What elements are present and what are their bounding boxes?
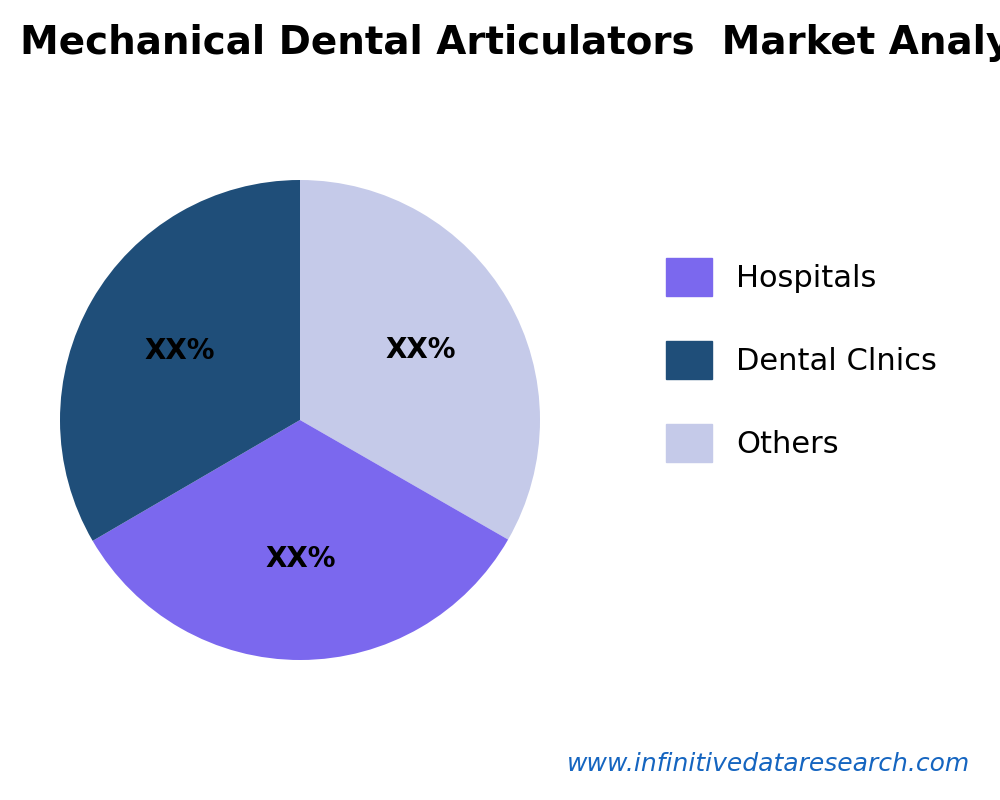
- Wedge shape: [300, 180, 540, 539]
- Text: XX%: XX%: [265, 545, 336, 573]
- Wedge shape: [60, 180, 300, 541]
- Text: www.infinitivedataresearch.com: www.infinitivedataresearch.com: [567, 752, 970, 776]
- Text: Mechanical Dental Articulators  Market Analysis By: Mechanical Dental Articulators Market An…: [20, 24, 1000, 62]
- Wedge shape: [93, 420, 508, 660]
- Legend: Hospitals, Dental Clnics, Others: Hospitals, Dental Clnics, Others: [635, 228, 968, 492]
- Text: XX%: XX%: [144, 337, 215, 365]
- Text: XX%: XX%: [385, 336, 456, 364]
